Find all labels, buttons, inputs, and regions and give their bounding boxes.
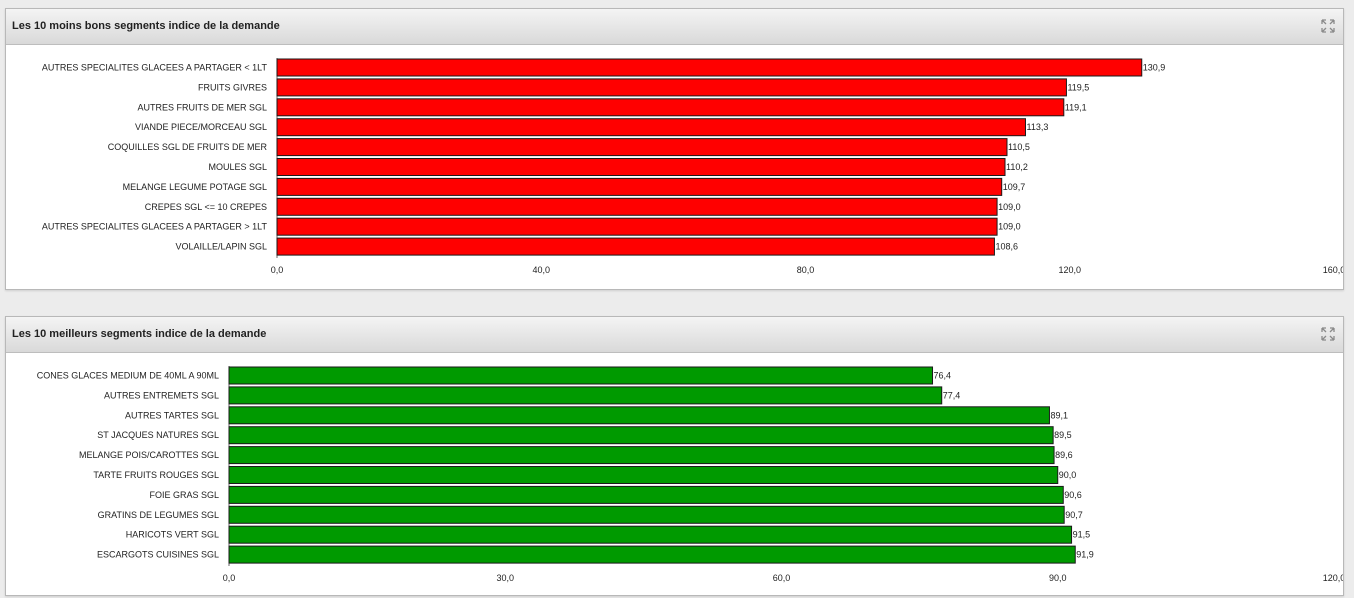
value-label: 109,0 (998, 202, 1021, 212)
bar (276, 118, 1026, 137)
value-label: 110,5 (1008, 142, 1030, 152)
category-label: MOULES SGL (208, 162, 267, 172)
bar (228, 505, 1065, 524)
value-label: 130,9 (1143, 63, 1166, 73)
bar (276, 58, 1143, 77)
value-label: 91,5 (1073, 530, 1091, 540)
panel-header: Les 10 meilleurs segments indice de la d… (6, 317, 1343, 353)
category-label: FRUITS GIVRES (198, 82, 267, 92)
value-label: 113,3 (1026, 122, 1048, 132)
bar (228, 485, 1064, 504)
bar (276, 217, 998, 236)
bar (228, 545, 1076, 564)
tick-label: 90,0 (1049, 573, 1067, 583)
tick-label: 160,0 (1323, 265, 1343, 275)
bar (228, 446, 1055, 465)
bar (228, 426, 1054, 445)
bar (276, 98, 1065, 117)
tick-label: 60,0 (773, 573, 791, 583)
value-label: 89,1 (1050, 410, 1068, 420)
tick-label: 80,0 (797, 265, 815, 275)
expand-arrows-icon[interactable] (1321, 19, 1335, 33)
panel-title: Les 10 moins bons segments indice de la … (12, 20, 280, 32)
category-label: FOIE GRAS SGL (149, 490, 219, 500)
category-label: COQUILLES SGL DE FRUITS DE MER (108, 142, 268, 152)
bar (276, 197, 998, 216)
category-label: CREPES SGL <= 10 CREPES (145, 202, 267, 212)
tick-label: 120,0 (1323, 573, 1343, 583)
category-label: HARICOTS VERT SGL (126, 530, 219, 540)
value-label: 77,4 (943, 390, 961, 400)
best-segments-chart: CONES GLACES MEDIUM DE 40ML A 90ML 76,4 AU… (37, 366, 1343, 583)
bar (228, 386, 943, 405)
category-label: CONES GLACES MEDIUM DE 40ML A 90ML (37, 371, 219, 381)
category-label: AUTRES FRUITS DE MER SGL (137, 102, 267, 112)
category-label: VOLAILLE/LAPIN SGL (175, 242, 267, 252)
tick-label: 120,0 (1058, 265, 1081, 275)
category-label: AUTRES SPECIALITES GLACEES A PARTAGER < … (42, 63, 268, 73)
bar (276, 158, 1006, 176)
value-label: 91,9 (1076, 550, 1094, 560)
bar (276, 78, 1067, 97)
value-label: 109,7 (1003, 182, 1026, 192)
tick-label: 0,0 (271, 265, 284, 275)
category-label: MELANGE LEGUME POTAGE SGL (123, 182, 267, 192)
value-label: 90,7 (1065, 510, 1083, 520)
bar (228, 525, 1073, 544)
category-label: ESCARGOTS CUISINES SGL (97, 550, 219, 560)
worst-segments-chart: AUTRES SPECIALITES GLACEES A PARTAGER < … (42, 58, 1343, 275)
value-label: 119,5 (1067, 82, 1089, 92)
category-label: ST JACQUES NATURES SGL (97, 430, 219, 440)
tick-label: 40,0 (532, 265, 550, 275)
tick-label: 0,0 (223, 573, 236, 583)
bar (228, 406, 1050, 425)
bar (228, 466, 1059, 484)
value-label: 110,2 (1006, 162, 1028, 172)
value-label: 90,6 (1064, 490, 1082, 500)
category-label: AUTRES SPECIALITES GLACEES A PARTAGER > … (42, 222, 268, 232)
value-label: 76,4 (934, 371, 952, 381)
value-label: 109,0 (998, 222, 1021, 232)
best-segments-panel: Les 10 meilleurs segments indice de la d… (5, 316, 1344, 596)
category-label: TARTE FRUITS ROUGES SGL (93, 470, 219, 480)
category-label: MELANGE POIS/CAROTTES SGL (79, 450, 219, 460)
value-label: 89,6 (1055, 450, 1073, 460)
value-label: 108,6 (995, 242, 1018, 252)
bar (228, 366, 934, 385)
category-label: VIANDE PIECE/MORCEAU SGL (135, 122, 267, 132)
bar (276, 138, 1008, 157)
value-label: 119,1 (1065, 102, 1087, 112)
value-label: 90,0 (1059, 470, 1077, 480)
panel-title: Les 10 meilleurs segments indice de la d… (12, 328, 267, 340)
expand-arrows-icon[interactable] (1321, 327, 1335, 341)
panel-header: Les 10 moins bons segments indice de la … (6, 9, 1343, 45)
value-label: 89,5 (1054, 430, 1072, 440)
category-label: AUTRES ENTREMETS SGL (104, 390, 219, 400)
bar (276, 237, 995, 256)
bar (276, 177, 1003, 196)
category-label: AUTRES TARTES SGL (125, 410, 219, 420)
tick-label: 30,0 (496, 573, 514, 583)
category-label: GRATINS DE LEGUMES SGL (98, 510, 219, 520)
worst-segments-panel: Les 10 moins bons segments indice de la … (5, 8, 1344, 290)
